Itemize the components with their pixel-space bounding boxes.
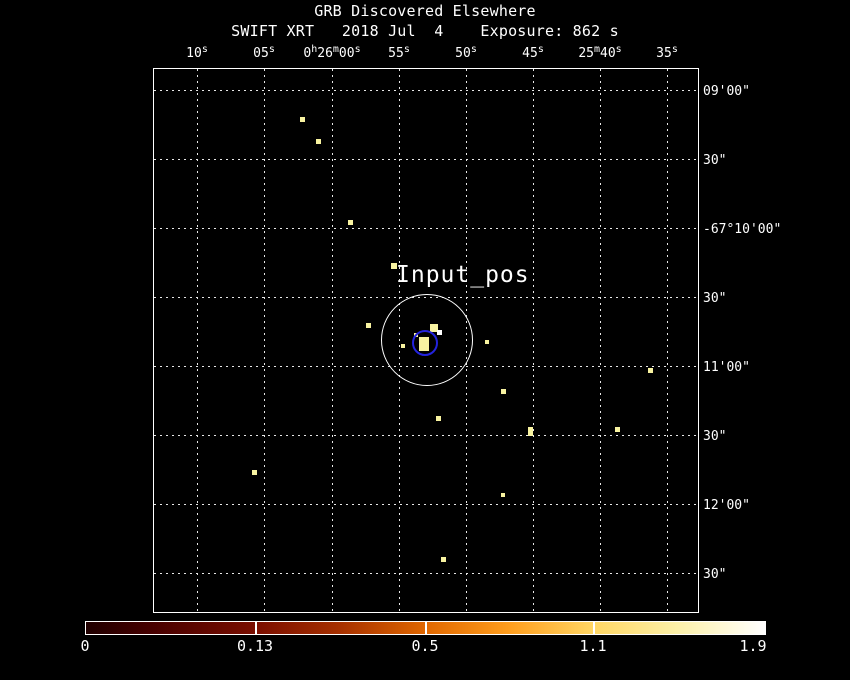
ra-tick-value: 40 [600, 46, 616, 61]
ra-tick-value: 05 [253, 46, 269, 61]
ra-tick-label: 05s [253, 44, 275, 61]
ra-tick-label: 35s [656, 44, 678, 61]
grid-line-vertical [533, 69, 534, 612]
dec-tick-label: 11'00" [703, 360, 750, 375]
dec-tick-label: 09'00" [703, 84, 750, 99]
ra-tick-value: 55 [388, 46, 404, 61]
grid-line-horizontal [154, 504, 698, 505]
image-title: GRB Discovered Elsewhere [314, 2, 536, 20]
grid-line-horizontal [154, 90, 698, 91]
ra-unit-superscript: h [311, 44, 318, 55]
ra-tick-label: 50s [455, 44, 477, 61]
input-pos-label: Input_pos [396, 262, 530, 288]
colorbar-tick [255, 622, 257, 634]
colorbar-tick [425, 622, 427, 634]
xray-source-point [501, 493, 505, 497]
grid-line-horizontal [154, 573, 698, 574]
xray-source-point [615, 427, 620, 432]
ra-unit-superscript: s [615, 44, 622, 55]
colorbar-value-label: 1.1 [579, 637, 607, 655]
colorbar-value-label: 0.13 [236, 637, 274, 655]
grid-line-vertical [332, 69, 333, 612]
dec-tick-label: -67°10'00" [703, 222, 782, 237]
grid-line-vertical [264, 69, 265, 612]
dec-tick-label: 30" [703, 291, 727, 306]
colorbar-tick [593, 622, 595, 634]
image-subtitle: SWIFT XRT 2018 Jul 4 Exposure: 862 s [231, 22, 619, 40]
ra-tick-value: 25 [578, 46, 594, 61]
grid-line-vertical [600, 69, 601, 612]
dec-tick-label: 12'00" [703, 498, 750, 513]
colorbar-track [85, 621, 766, 635]
ra-unit-superscript: m [332, 44, 339, 55]
grid-line-horizontal [154, 435, 698, 436]
ra-tick-value: 0 [303, 46, 312, 61]
ra-tick-label: 0h26m00s [303, 44, 361, 61]
ra-tick-value: 35 [656, 46, 672, 61]
xray-source-point [648, 368, 653, 373]
grid-line-vertical [667, 69, 668, 612]
ra-tick-label: 45s [522, 44, 544, 61]
dec-tick-label: 30" [703, 153, 727, 168]
ra-tick-value: 45 [522, 46, 538, 61]
xray-source-point [300, 117, 305, 122]
ra-unit-superscript: m [593, 44, 600, 55]
grid-line-horizontal [154, 159, 698, 160]
colorbar-value-label: 0 [80, 637, 90, 655]
xray-source-point [348, 220, 353, 225]
ra-tick-value: 50 [455, 46, 471, 61]
ra-unit-superscript: s [470, 44, 477, 55]
dec-tick-label: 30" [703, 429, 727, 444]
plot-area: Input_pos [153, 68, 699, 613]
ra-tick-value: 00 [338, 46, 355, 61]
colorbar-value-label: 1.9 [739, 637, 767, 655]
ra-unit-superscript: s [268, 44, 275, 55]
ra-tick-value: 10 [186, 46, 202, 61]
ra-tick-label: 25m40s [578, 44, 622, 61]
detected-source-circle [412, 330, 438, 356]
xray-source-point [528, 427, 533, 436]
ra-unit-superscript: s [354, 44, 361, 55]
ra-tick-label: 10s [186, 44, 208, 61]
ra-unit-superscript: s [671, 44, 678, 55]
ra-tick-value: 26 [317, 46, 333, 61]
xray-source-point [441, 557, 446, 562]
xray-source-point [252, 470, 257, 475]
xray-source-point [366, 323, 371, 328]
grid-line-horizontal [154, 228, 698, 229]
ra-tick-label: 55s [388, 44, 410, 61]
input-pos-region-circle [381, 294, 473, 386]
xray-source-point [501, 389, 506, 394]
xray-source-point [436, 416, 441, 421]
xray-source-point [485, 340, 489, 344]
ra-unit-superscript: s [537, 44, 544, 55]
grid-line-vertical [197, 69, 198, 612]
xray-source-point [316, 139, 321, 144]
ra-unit-superscript: s [403, 44, 410, 55]
ra-unit-superscript: s [201, 44, 208, 55]
dec-tick-label: 30" [703, 567, 727, 582]
xray-source-point [391, 263, 397, 269]
colorbar-value-label: 0.5 [411, 637, 439, 655]
